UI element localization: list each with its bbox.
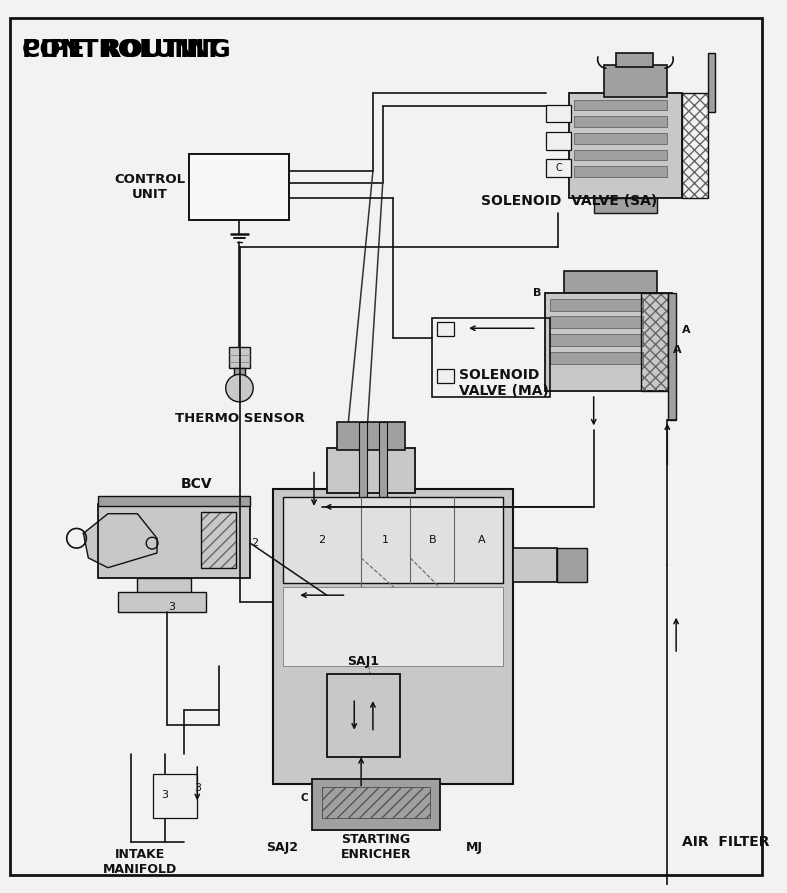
Bar: [549, 352, 643, 363]
Bar: [437, 370, 454, 383]
Bar: [153, 773, 198, 818]
Bar: [549, 316, 643, 329]
Text: CONTROL
UNIT: CONTROL UNIT: [115, 173, 186, 201]
Text: 3: 3: [194, 783, 201, 794]
Text: MJ: MJ: [465, 841, 482, 854]
Text: A: A: [682, 325, 690, 335]
Bar: [593, 197, 657, 213]
Bar: [574, 150, 667, 161]
Bar: [229, 346, 250, 369]
Text: 3: 3: [161, 790, 168, 800]
Text: STARTING
ENRICHER: STARTING ENRICHER: [341, 833, 411, 862]
Text: 1: 1: [382, 535, 389, 546]
Text: 3: 3: [168, 602, 176, 612]
Text: AIR  FILTER: AIR FILTER: [682, 836, 770, 849]
Bar: [574, 133, 667, 144]
Bar: [604, 65, 667, 96]
Bar: [549, 299, 643, 311]
Bar: [549, 334, 643, 346]
Bar: [574, 166, 667, 177]
Bar: [437, 322, 454, 336]
Text: B: B: [429, 535, 437, 546]
Text: 2: 2: [252, 538, 259, 548]
Bar: [557, 548, 587, 582]
Bar: [641, 293, 668, 391]
Bar: [190, 154, 290, 221]
Bar: [574, 116, 667, 127]
Bar: [545, 132, 571, 150]
Bar: [98, 496, 250, 505]
Bar: [273, 489, 513, 783]
Bar: [283, 497, 504, 583]
Bar: [234, 369, 246, 380]
Bar: [513, 548, 557, 582]
Text: 2: 2: [318, 535, 326, 546]
Bar: [283, 588, 504, 666]
Text: A: A: [673, 345, 682, 355]
Text: THERMO SENSOR: THERMO SENSOR: [175, 412, 305, 425]
Bar: [337, 422, 405, 450]
Bar: [682, 93, 708, 197]
Polygon shape: [83, 513, 157, 568]
Text: SOLENOID
VALVE (MA): SOLENOID VALVE (MA): [460, 368, 549, 398]
Bar: [668, 293, 676, 421]
Bar: [379, 422, 386, 530]
Circle shape: [226, 374, 253, 402]
Bar: [138, 578, 191, 599]
Text: BCV: BCV: [180, 477, 212, 491]
Text: B: B: [533, 288, 541, 298]
Bar: [327, 673, 401, 757]
Bar: [98, 504, 250, 578]
Bar: [569, 93, 682, 197]
Bar: [545, 160, 571, 177]
Text: PIPE  ROUTING: PIPE ROUTING: [21, 38, 231, 62]
Bar: [641, 293, 668, 391]
Bar: [201, 512, 235, 568]
Bar: [708, 54, 715, 113]
Bar: [322, 787, 430, 818]
Bar: [574, 100, 667, 111]
Text: SOLENOID  VALVE (SA): SOLENOID VALVE (SA): [481, 194, 657, 208]
Bar: [545, 104, 571, 122]
Bar: [564, 271, 657, 293]
Text: SAJ1: SAJ1: [347, 655, 379, 668]
Text: INTAKE
MANIFOLD: INTAKE MANIFOLD: [103, 848, 177, 876]
Text: C: C: [301, 793, 308, 804]
Bar: [327, 448, 415, 493]
Text: SAJ2: SAJ2: [267, 841, 298, 854]
Bar: [682, 93, 708, 197]
Bar: [118, 592, 206, 612]
Text: CONTROLUNIT: CONTROLUNIT: [21, 38, 222, 62]
Bar: [432, 319, 549, 397]
Bar: [312, 779, 440, 830]
Bar: [545, 293, 672, 391]
Bar: [201, 512, 235, 568]
Text: C: C: [556, 163, 563, 173]
Bar: [616, 54, 652, 67]
Bar: [359, 422, 367, 530]
Text: A: A: [478, 535, 486, 546]
